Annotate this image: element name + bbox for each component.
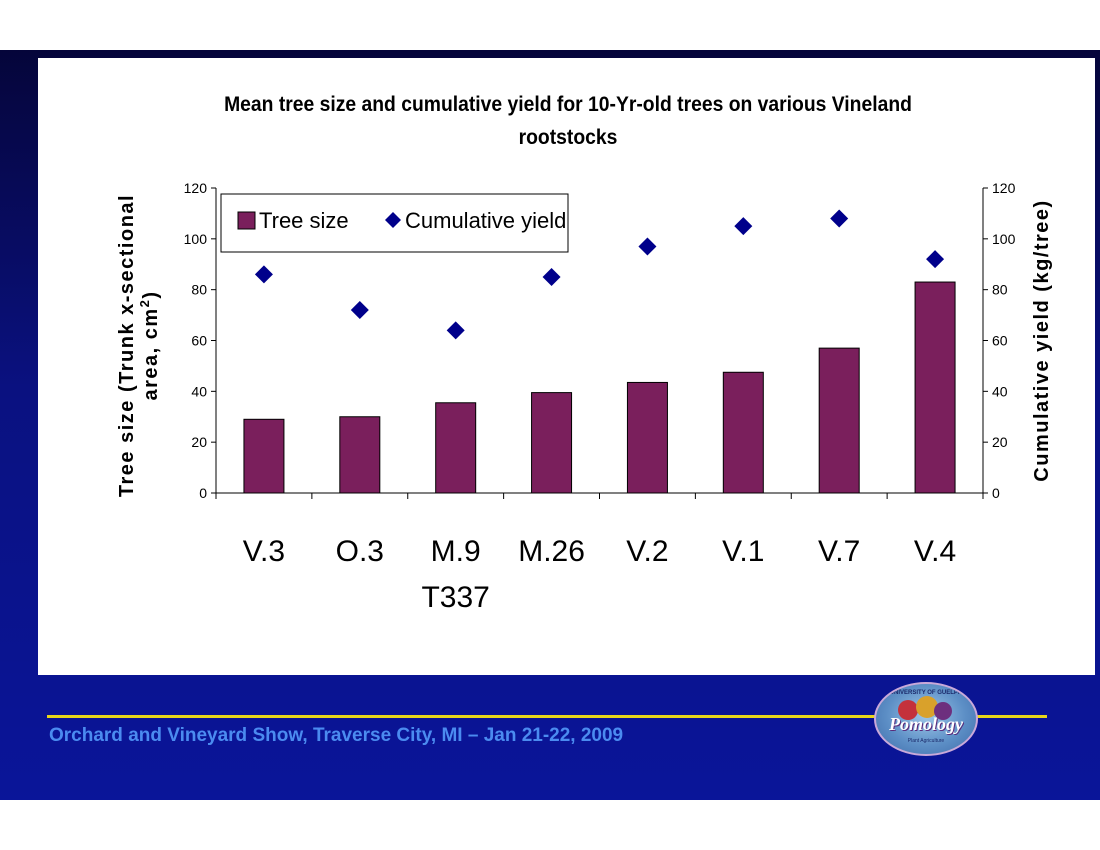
y-tick-label-left: 0 [199,485,207,501]
chart-panel: Mean tree size and cumulative yield for … [38,58,1095,675]
footer-text: Orchard and Vineyard Show, Traverse City… [49,725,624,746]
x-tick-label: V.2 [626,535,668,568]
x-tick-label: M.9 [431,535,481,568]
point-cumulative-yield [542,267,561,286]
y-tick-label-right: 80 [992,282,1008,298]
legend-label-cumulative-yield: Cumulative yield [405,208,566,233]
logo-fruit-icon [934,702,952,720]
bar-tree-size [435,402,477,494]
y-tick-label-left: 20 [191,434,207,450]
logo-word: Pomology [889,714,963,734]
logo-top-text: UNIVERSITY OF GUELPH [889,690,963,696]
y-tick-label-left: 60 [191,333,207,349]
y-axis-label-left-line2: area, cm2) [137,290,162,400]
point-cumulative-yield [350,301,369,319]
x-tick-label: M.26 [518,535,585,568]
logo-fruit-icon [916,696,938,718]
bar-tree-size [818,347,860,494]
y-tick-label-left: 80 [191,282,207,298]
footer-divider [47,715,1047,718]
bar-tree-size [243,418,285,494]
legend-marker-cumulative-yield [385,212,401,228]
y-tick-label-right: 100 [992,231,1016,247]
point-cumulative-yield [830,209,849,228]
bar-tree-size [339,416,381,494]
bar-tree-size [531,392,573,494]
y-tick-label-left: 100 [184,231,208,247]
bar-tree-size [626,381,668,494]
y-axis-label-left-line1: Tree size (Trunk x-sectional [116,194,138,497]
point-cumulative-yield [254,265,273,284]
y-axis-label-right: Cumulative yield (kg/tree) [1031,199,1053,481]
bar-tree-size [722,371,764,494]
chart: 0 0 20 20 40 40 60 60 80 80 100 100 120 120 V.3 O.3 M.9 T… [116,180,1053,614]
y-tick-label-right: 40 [992,383,1008,399]
chart-title: Mean tree size and cumulative yield for … [224,93,912,149]
logo-sub-text: Plant Agriculture [907,738,945,744]
point-cumulative-yield [446,321,465,340]
x-tick-label: T337 [421,581,489,614]
x-tick-label: V.4 [914,535,956,568]
pomology-logo: UNIVERSITY OF GUELPH Pomology Plant Agri… [874,682,978,756]
legend-label-tree-size: Tree size [259,208,349,233]
bar-tree-size [914,281,956,494]
legend-swatch-tree-size [237,211,256,230]
point-cumulative-yield [638,237,657,256]
x-tick-label: V.1 [722,535,764,568]
logo-fruit-icon [898,700,918,720]
y-axis-label-left: Tree size (Trunk x-sectional area, cm2) [116,194,162,497]
x-tick-label: V.3 [243,535,285,568]
x-tick-label: V.7 [818,535,860,568]
point-cumulative-yield [734,217,753,236]
y-tick-label-right: 0 [992,485,1000,501]
y-tick-label-left: 120 [184,180,208,196]
y-tick-label-right: 20 [992,434,1008,450]
y-tick-label-left: 40 [191,383,207,399]
point-cumulative-yield [926,250,945,269]
y-tick-label-right: 60 [992,333,1008,349]
x-tick-label: O.3 [336,535,384,568]
y-tick-label-right: 120 [992,180,1016,196]
